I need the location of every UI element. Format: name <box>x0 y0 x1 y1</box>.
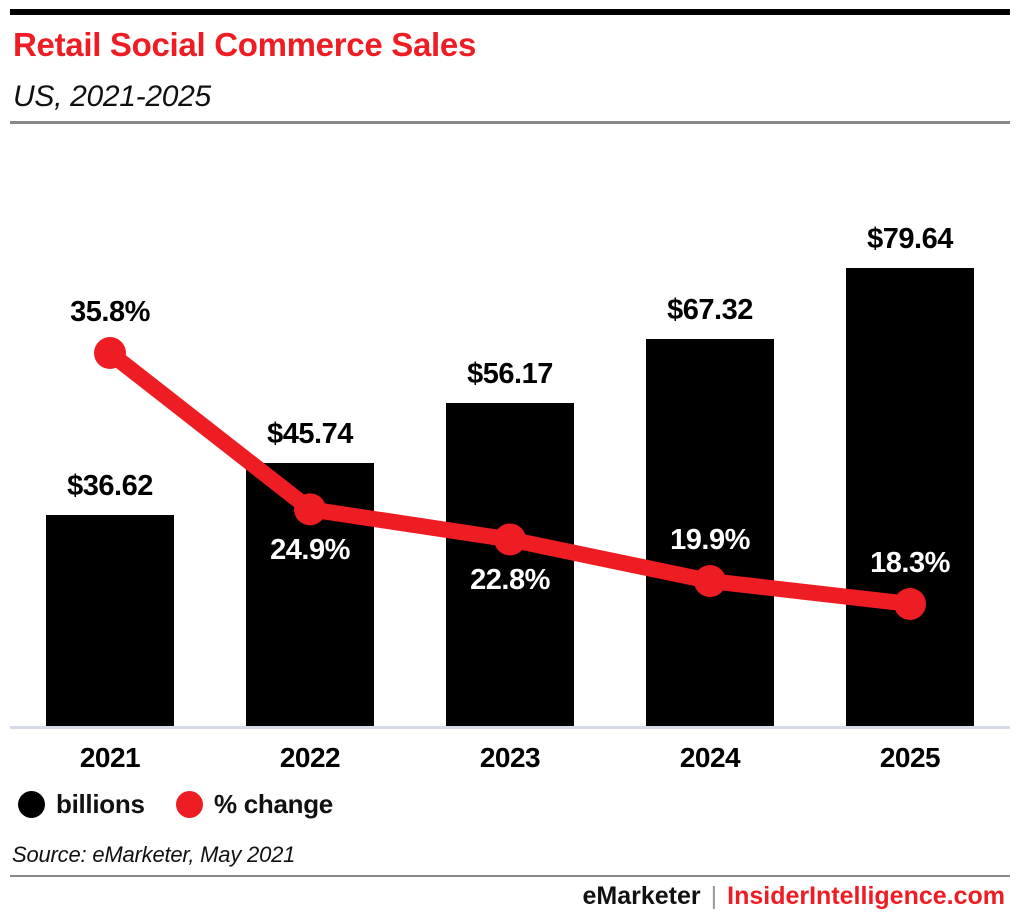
footer-site-link: InsiderIntelligence.com <box>727 882 1005 910</box>
bar-2024 <box>646 338 774 726</box>
x-axis-line <box>10 726 1010 729</box>
footer: eMarketer | InsiderIntelligence.com <box>583 881 1006 911</box>
data-point-dot-2025 <box>894 587 926 620</box>
billions-swatch-icon <box>18 790 45 818</box>
bar-value-label-2023: $56.17 <box>467 358 553 391</box>
bar-value-label-2022: $45.74 <box>267 417 353 450</box>
top-accent-bar <box>10 9 1010 15</box>
bar-value-label-2021: $36.62 <box>67 470 153 503</box>
footer-divider <box>10 875 1010 877</box>
bar-2023 <box>446 403 574 726</box>
pct-change-trend-line <box>94 337 926 620</box>
pct-change-swatch-icon <box>176 790 203 818</box>
bar-2021 <box>46 515 174 726</box>
data-point-dot-2023 <box>494 523 526 556</box>
footer-brand: eMarketer <box>582 882 701 910</box>
x-axis-label-2021: 2021 <box>79 742 141 773</box>
pct-change-label-2024: 19.9% <box>670 524 750 557</box>
legend-label-pct-change: % change <box>214 789 333 819</box>
bar-2025 <box>846 268 974 726</box>
legend-item-pct-change: % change <box>176 790 333 818</box>
x-axis-label-2023: 2023 <box>479 742 541 773</box>
header-divider <box>10 121 1010 124</box>
pct-change-label-2025: 18.3% <box>870 546 950 579</box>
data-point-dot-2022 <box>294 493 326 526</box>
x-axis-label-2022: 2022 <box>279 742 341 773</box>
chart-area: $36.62 2021 35.8% $45.74 2022 24.9% $56.17 2023… <box>10 0 1010 773</box>
bar-value-label-2024: $67.32 <box>667 293 753 326</box>
data-point-dot-2021 <box>94 337 126 370</box>
page-title: Retail Social Commerce Sales <box>13 26 476 63</box>
x-axis-label-2025: 2025 <box>879 742 941 773</box>
bar-value-label-2025: $79.64 <box>867 223 953 256</box>
data-point-dot-2024 <box>694 565 726 598</box>
source-note: Source: eMarketer, May 2021 <box>12 842 296 867</box>
legend-label-billions: billions <box>56 789 145 819</box>
pct-change-label-2021: 35.8% <box>70 296 150 329</box>
pct-change-label-2022: 24.9% <box>270 534 350 567</box>
x-axis-label-2024: 2024 <box>679 742 741 773</box>
pct-change-label-2023: 22.8% <box>470 564 550 597</box>
legend-item-billions: billions <box>18 790 145 818</box>
page-subtitle: US, 2021-2025 <box>13 80 211 113</box>
footer-separator: | <box>710 882 718 910</box>
